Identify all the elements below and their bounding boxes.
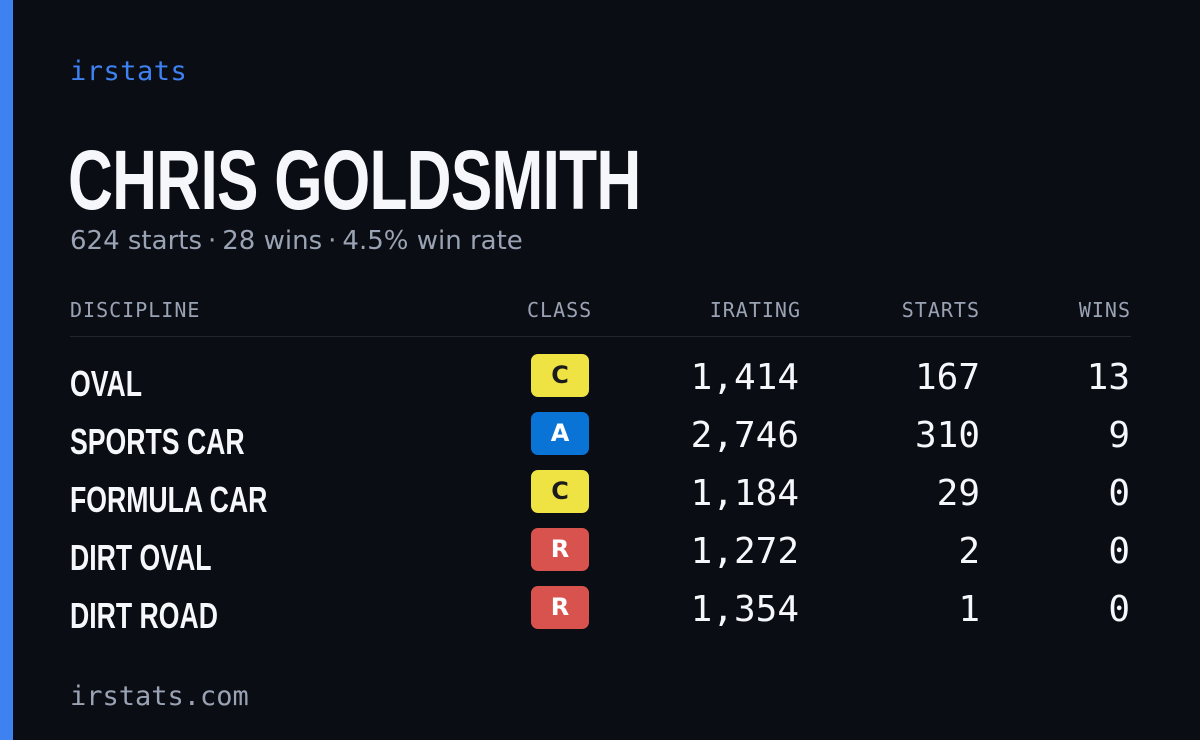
summary-separator: · [208,226,217,256]
starts-value: 2 [958,531,980,572]
table-row: OVAL C 1,414 167 13 [70,354,1131,412]
irating-value: 1,272 [690,531,799,572]
header-class: CLASS [527,298,593,322]
header-wins: WINS [1078,298,1131,322]
irating-value: 1,414 [690,357,799,398]
header-irating: IRATING [709,298,801,322]
driver-summary: 624 starts · 28 wins · 4.5% win rate [70,226,523,256]
table-row: SPORTS CAR A 2,746 310 9 [70,412,1131,470]
wins-value: 13 [1086,357,1130,398]
table-row: DIRT OVAL R 1,272 2 0 [70,528,1131,586]
starts-value: 1 [958,589,980,630]
wins-value: 0 [1108,589,1130,630]
accent-bar [0,0,13,740]
wins-summary: 28 wins [222,226,323,256]
discipline-name: OVAL [70,363,143,404]
class-badge: R [531,528,589,571]
discipline-name: DIRT ROAD [70,595,218,636]
driver-name: CHRIS GOLDSMITH [68,133,641,227]
starts-summary: 624 starts [70,226,202,256]
class-badge: R [531,586,589,629]
irating-value: 1,184 [690,473,799,514]
header-starts: STARTS [901,298,980,322]
discipline-table: OVAL C 1,414 167 13 SPORTS CAR A 2,746 3… [70,354,1131,644]
irating-value: 1,354 [690,589,799,630]
class-badge: C [531,354,589,397]
wins-value: 0 [1108,531,1130,572]
table-row: DIRT ROAD R 1,354 1 0 [70,586,1131,644]
discipline-name: DIRT OVAL [70,537,212,578]
starts-value: 167 [914,357,980,398]
winrate-summary: 4.5% win rate [342,226,523,256]
discipline-name: SPORTS CAR [70,421,245,462]
starts-value: 310 [914,415,980,456]
wins-value: 9 [1108,415,1130,456]
irating-value: 2,746 [690,415,799,456]
table-row: FORMULA CAR C 1,184 29 0 [70,470,1131,528]
summary-separator: · [328,226,337,256]
footer-url[interactable]: irstats.com [70,681,249,712]
table-header: DISCIPLINE CLASS IRATING STARTS WINS [70,298,1131,337]
wins-value: 0 [1108,473,1130,514]
brand-logo[interactable]: irstats [70,56,188,87]
class-badge: A [531,412,589,455]
discipline-name: FORMULA CAR [70,479,268,520]
starts-value: 29 [936,473,980,514]
header-discipline: DISCIPLINE [70,298,201,322]
class-badge: C [531,470,589,513]
